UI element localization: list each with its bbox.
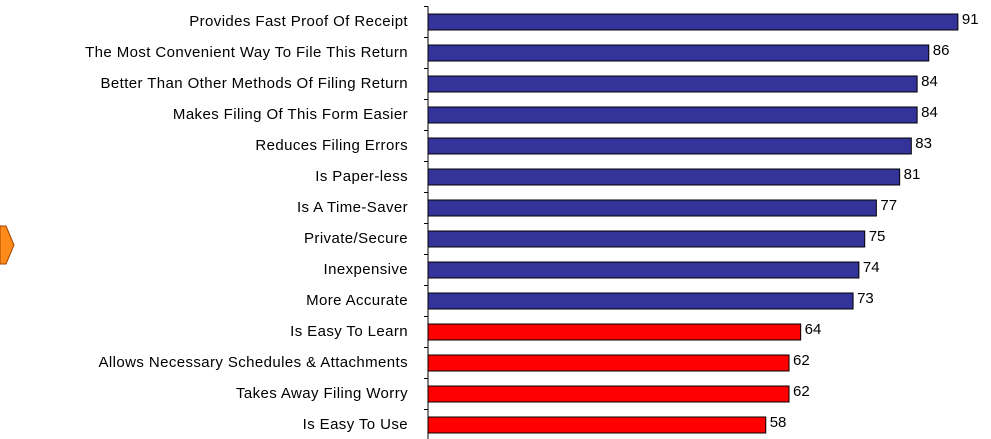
- value-label: 84: [921, 104, 938, 121]
- category-label: Makes Filing Of This Form Easier: [173, 106, 408, 123]
- bar: [427, 199, 877, 217]
- value-label: 81: [904, 166, 921, 183]
- bar: [427, 75, 918, 93]
- category-label: The Most Convenient Way To File This Ret…: [85, 44, 408, 61]
- bar: [427, 323, 802, 341]
- bar: [427, 230, 866, 248]
- value-label: 62: [793, 383, 810, 400]
- category-label: Allows Necessary Schedules & Attachments: [99, 354, 408, 371]
- category-label: Is A Time-Saver: [297, 199, 408, 216]
- bar: [427, 106, 918, 124]
- value-label: 84: [921, 73, 938, 90]
- category-label: Private/Secure: [304, 230, 408, 247]
- category-label: Inexpensive: [324, 261, 408, 278]
- value-label: 86: [933, 42, 950, 59]
- value-label: 62: [793, 352, 810, 369]
- category-label: Provides Fast Proof Of Receipt: [189, 13, 408, 30]
- arrow: [0, 225, 15, 265]
- value-label: 73: [857, 290, 874, 307]
- value-label: 58: [770, 414, 787, 431]
- bar: [427, 292, 854, 310]
- bar: [427, 168, 901, 186]
- bar: [427, 137, 912, 155]
- value-label: 64: [805, 321, 822, 338]
- bar: [427, 261, 860, 279]
- value-label: 75: [869, 228, 886, 245]
- bar: [427, 416, 767, 434]
- value-label: 91: [962, 11, 979, 28]
- category-label: Better Than Other Methods Of Filing Retu…: [101, 75, 409, 92]
- category-label: Is Paper-less: [315, 168, 408, 185]
- category-label: More Accurate: [306, 292, 408, 309]
- bar: [427, 44, 930, 62]
- bar: [427, 385, 790, 403]
- bar: [427, 13, 959, 31]
- bar: [427, 354, 790, 372]
- value-label: 74: [863, 259, 880, 276]
- value-label: 77: [880, 197, 897, 214]
- category-label: Is Easy To Use: [303, 416, 408, 433]
- value-label: 83: [915, 135, 932, 152]
- category-label: Is Easy To Learn: [290, 323, 408, 340]
- category-label: Takes Away Filing Worry: [236, 385, 408, 402]
- category-label: Reduces Filing Errors: [255, 137, 408, 154]
